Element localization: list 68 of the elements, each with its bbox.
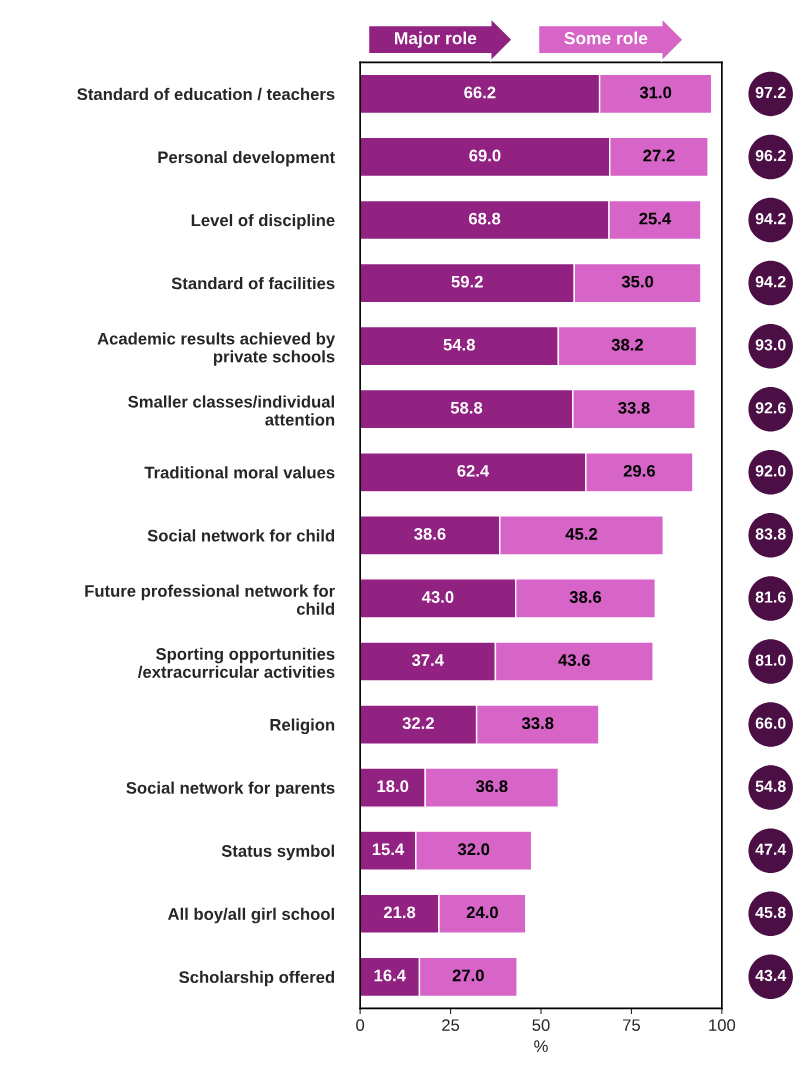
y-tick-label: Sporting opportunities /extracurricular activities	[137, 647, 335, 679]
y-tick-label: Smaller classes/individual attention	[128, 395, 335, 426]
data-label: 33.8	[618, 401, 650, 414]
text: 66.0	[755, 717, 786, 729]
data-label: 38.6	[569, 591, 602, 603]
text: 97.2	[755, 86, 786, 99]
y-tick-label: Personal development	[158, 150, 335, 167]
data-label: 32.2	[402, 717, 434, 730]
x-tick-label: 0	[356, 1019, 365, 1032]
text: 81.0	[755, 654, 786, 666]
y-tick-label: Religion	[270, 718, 335, 735]
y-tick-label: Social network for child	[147, 529, 335, 542]
y-tick-label: All boy/all girl school	[167, 907, 334, 924]
data-label: 54.8	[443, 338, 475, 351]
text: 93.0	[755, 339, 786, 351]
x-axis-title: %	[534, 1040, 548, 1053]
data-label: 33.8	[521, 717, 554, 730]
x-tick-label: 50	[532, 1019, 550, 1032]
data-label: 25.4	[639, 212, 672, 225]
data-label: 15.4	[372, 843, 405, 856]
text: 94.2	[755, 212, 786, 225]
data-label: 62.4	[457, 464, 490, 477]
x-tick-label: 75	[623, 1019, 640, 1032]
text: 47.4	[755, 843, 787, 855]
data-label: 36.8	[475, 780, 508, 793]
data-label: 43.6	[558, 654, 590, 666]
y-tick-label: Future professional network for child	[85, 584, 335, 615]
text: 43.4	[755, 969, 787, 982]
data-label: 21.8	[383, 906, 416, 919]
series-label: Major role	[395, 31, 477, 48]
data-label: 59.2	[451, 275, 483, 288]
data-label: 37.4	[411, 654, 444, 666]
text: 54.8	[755, 780, 786, 792]
x-tick-label: 100	[709, 1019, 736, 1032]
data-label: 18.0	[377, 780, 409, 793]
data-label: 27.0	[452, 969, 484, 982]
data-label: 35.0	[621, 275, 654, 288]
data-label: 38.6	[414, 528, 446, 540]
data-label: 29.6	[623, 464, 655, 477]
y-tick-label: Academic results achieved by private schools	[97, 332, 336, 366]
text: 81.6	[755, 591, 786, 603]
text: 45.8	[755, 906, 786, 919]
text: 92.6	[755, 402, 786, 414]
data-label: 32.0	[457, 843, 490, 856]
text: 92.0	[755, 465, 786, 477]
series-label: Some role	[564, 31, 648, 45]
y-tick-label: Traditional moral values	[144, 466, 335, 479]
text: 94.2	[755, 276, 786, 288]
data-label: 58.8	[450, 401, 483, 414]
text: 83.8	[755, 528, 786, 540]
text: 96.2	[755, 149, 786, 162]
y-tick-label: Scholarship offered	[179, 970, 335, 987]
data-label: 45.2	[565, 528, 598, 540]
x-tick-label: 25	[442, 1019, 460, 1032]
y-tick-label: Level of discipline	[191, 213, 335, 230]
data-label: 27.2	[643, 149, 675, 162]
y-tick-label: Standard of education / teachers	[77, 87, 335, 101]
data-label: 24.0	[466, 906, 498, 919]
data-label: 16.4	[374, 969, 406, 982]
data-label: 69.0	[469, 149, 501, 162]
y-tick-label: Social network for parents	[126, 781, 335, 798]
data-label: 68.8	[468, 212, 501, 225]
data-label: 38.2	[611, 338, 643, 351]
data-label: 66.2	[464, 86, 496, 99]
y-tick-label: Status symbol	[221, 844, 334, 861]
data-label: 31.0	[639, 86, 672, 99]
y-tick-label: Standard of facilities	[171, 277, 335, 290]
data-label: 43.0	[421, 591, 454, 603]
